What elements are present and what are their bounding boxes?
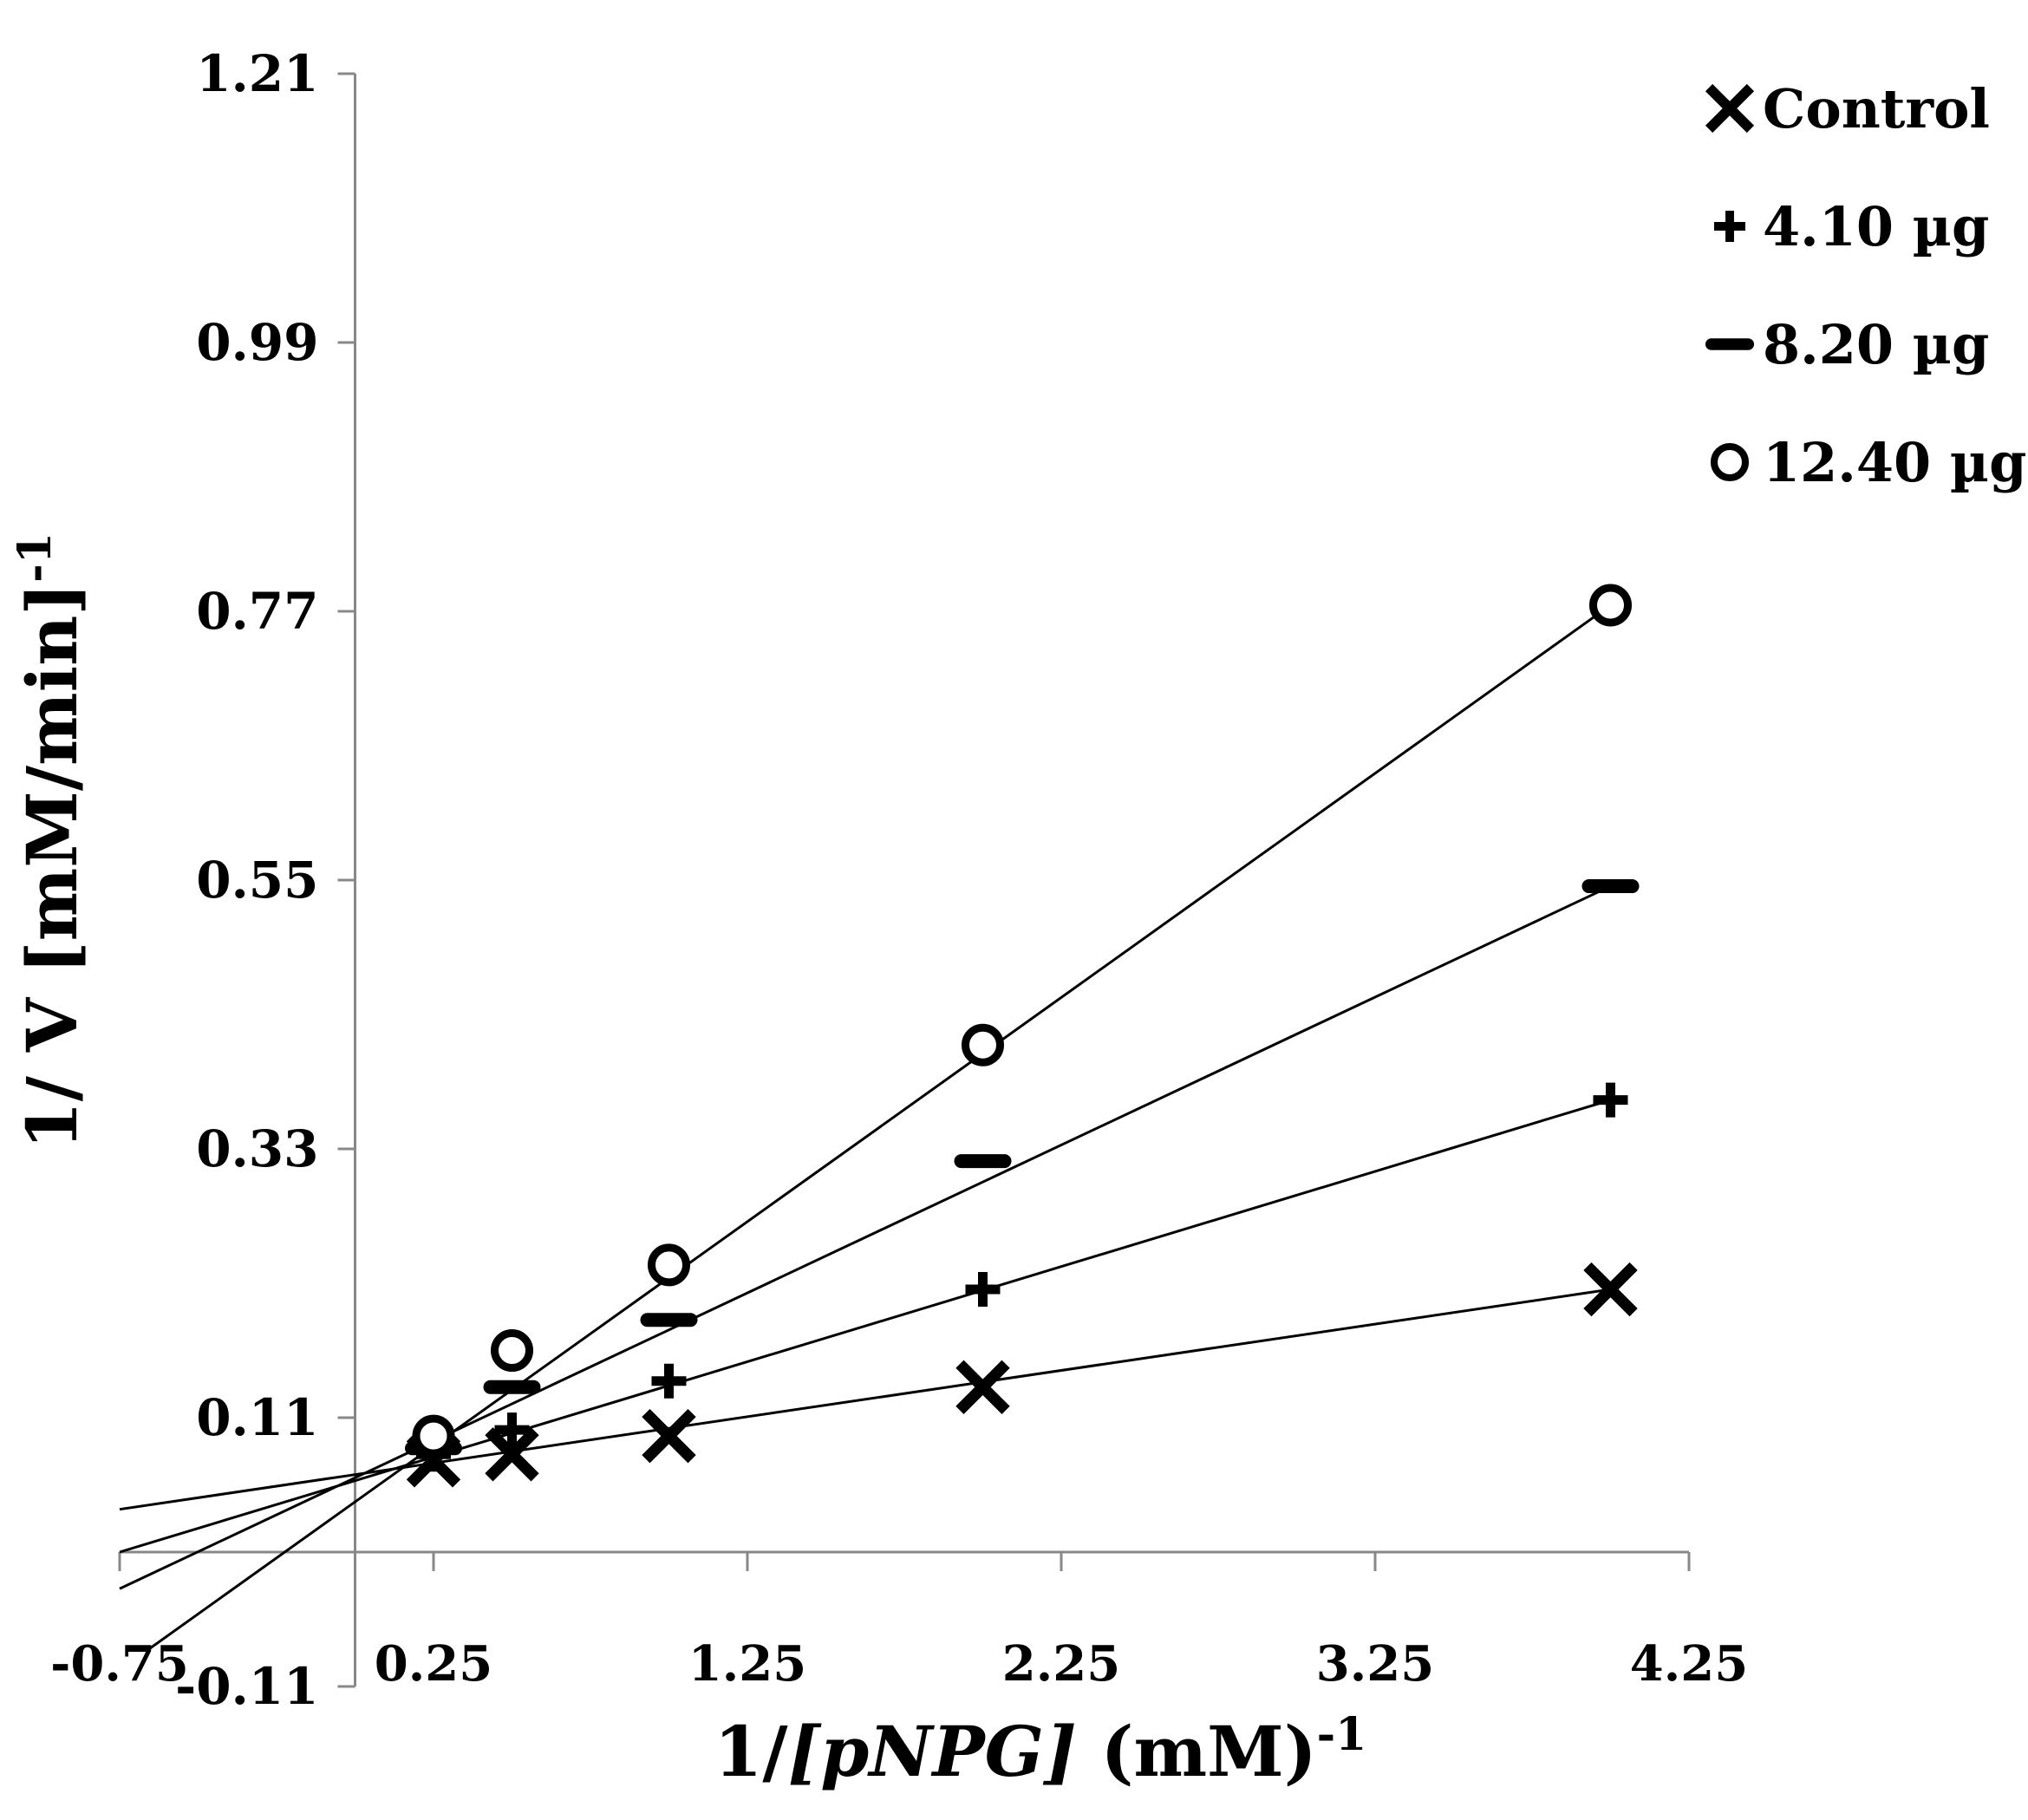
x-tick-label: -0.75 bbox=[50, 1635, 189, 1693]
plus-marker bbox=[1714, 211, 1745, 242]
legend-label: Control bbox=[1763, 77, 1990, 140]
data-point bbox=[965, 1272, 1001, 1308]
data-point bbox=[1593, 1082, 1628, 1118]
data-point bbox=[651, 1363, 687, 1399]
legend-item: 4.10 µg bbox=[1714, 195, 1989, 258]
y-tick-label: 0.77 bbox=[196, 582, 318, 641]
x-tick-label: 0.25 bbox=[375, 1635, 492, 1693]
legend-item: 12.40 µg bbox=[1710, 431, 2026, 494]
legend-label: 4.10 µg bbox=[1763, 195, 1989, 258]
data-point bbox=[640, 1313, 698, 1327]
data-points bbox=[405, 584, 1640, 1488]
x-tick-label: 3.25 bbox=[1316, 1635, 1434, 1693]
y-tick-label: 0.99 bbox=[196, 313, 318, 372]
data-point bbox=[954, 1154, 1012, 1169]
data-point bbox=[1589, 584, 1632, 627]
fit-line bbox=[119, 884, 1612, 1590]
axes: -0.75 0.25 1.25 2.25 3.25 4.25 -0.11 0.11 0.33 0… bbox=[50, 44, 1748, 1716]
legend-item: Control bbox=[1705, 77, 1990, 140]
x-ticks: -0.75 0.25 1.25 2.25 3.25 4.25 bbox=[50, 1552, 1748, 1693]
legend: Control 4.10 µg 8.20 µg 12.40 µg bbox=[1705, 77, 2026, 494]
legend-item: 8.20 µg bbox=[1705, 313, 1989, 376]
circle-marker bbox=[1710, 442, 1750, 482]
data-point bbox=[1581, 879, 1640, 894]
fit-lines bbox=[119, 603, 1612, 1651]
y-tick-label: 0.11 bbox=[196, 1388, 318, 1447]
y-tick-label: 0.33 bbox=[196, 1119, 318, 1178]
y-tick-label: -0.11 bbox=[175, 1657, 318, 1716]
minus-marker bbox=[1705, 338, 1755, 350]
data-point bbox=[485, 1427, 539, 1482]
legend-label: 12.40 µg bbox=[1763, 431, 2026, 494]
data-point bbox=[1583, 1262, 1638, 1317]
y-tick-label: 0.55 bbox=[196, 851, 318, 910]
x-marker bbox=[1705, 83, 1755, 134]
fit-line bbox=[119, 1099, 1611, 1554]
y-tick-label: 1.21 bbox=[196, 44, 318, 103]
x-tick-label: 4.25 bbox=[1630, 1635, 1748, 1693]
legend-label: 8.20 µg bbox=[1763, 313, 1989, 376]
y-axis-label: 1/ V [mM/min]-1 bbox=[9, 532, 93, 1150]
x-tick-label: 2.25 bbox=[1002, 1635, 1120, 1693]
data-point bbox=[412, 1414, 455, 1458]
data-point bbox=[491, 1329, 533, 1372]
y-ticks: -0.11 0.11 0.33 0.55 0.77 0.99 1.21 bbox=[175, 44, 355, 1716]
data-point bbox=[642, 1408, 696, 1464]
data-point bbox=[494, 1412, 530, 1448]
data-point bbox=[648, 1243, 690, 1287]
x-tick-label: 1.25 bbox=[688, 1635, 806, 1693]
fit-line bbox=[119, 1288, 1611, 1511]
data-point bbox=[955, 1360, 1010, 1414]
data-point bbox=[483, 1380, 541, 1394]
fit-line bbox=[147, 603, 1612, 1651]
x-axis-label: 1/[pNPG] (mM)-1 bbox=[714, 1708, 1367, 1792]
data-point bbox=[962, 1023, 1004, 1067]
